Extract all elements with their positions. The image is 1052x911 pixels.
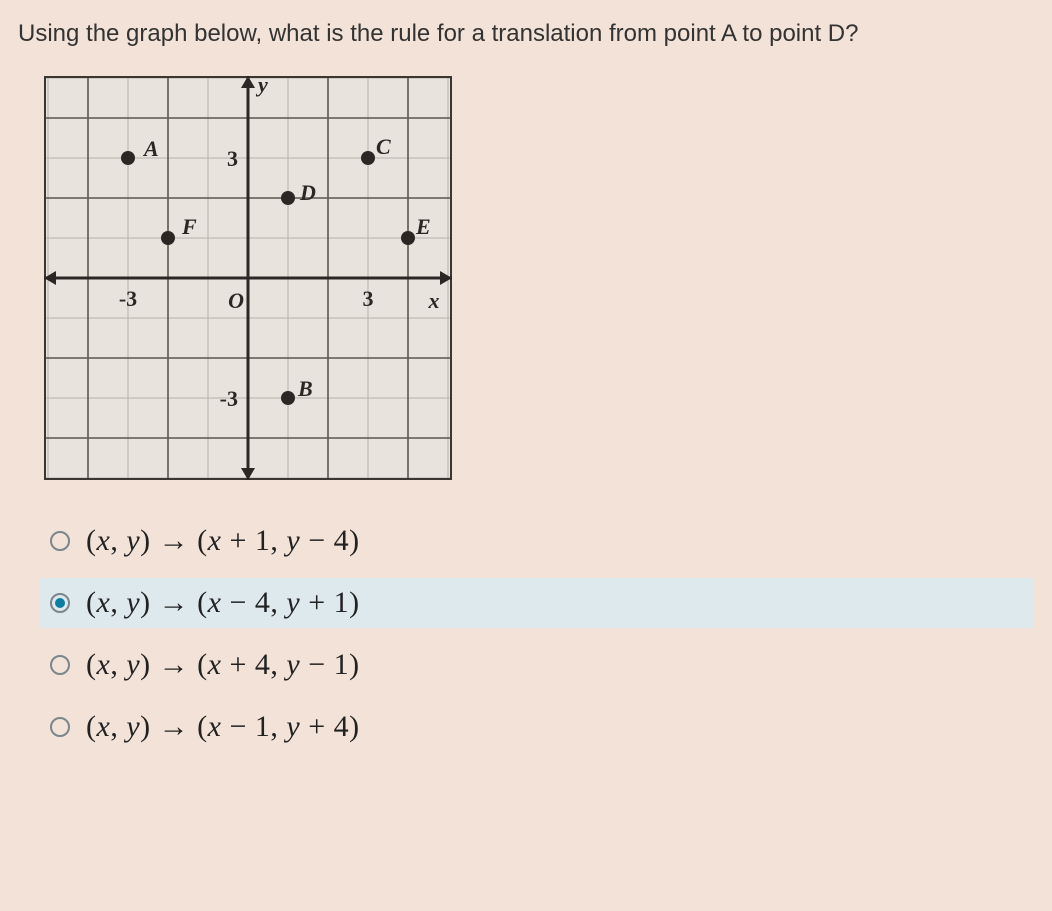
radio-opt4[interactable]	[50, 717, 70, 737]
radio-opt2[interactable]	[50, 593, 70, 613]
svg-text:E: E	[415, 214, 431, 239]
answer-options: (x, y) → (x + 1, y − 4) (x, y) → (x − 4, …	[40, 516, 1034, 752]
option-text-opt4: (x, y) → (x − 1, y + 4)	[86, 710, 360, 744]
radio-opt3[interactable]	[50, 655, 70, 675]
option-opt4[interactable]: (x, y) → (x − 1, y + 4)	[40, 702, 1034, 752]
svg-text:A: A	[142, 136, 159, 161]
svg-text:C: C	[376, 134, 391, 159]
svg-text:B: B	[297, 376, 313, 401]
option-text-opt1: (x, y) → (x + 1, y − 4)	[86, 524, 360, 558]
option-text-opt3: (x, y) → (x + 4, y − 1)	[86, 648, 360, 682]
svg-text:O: O	[228, 288, 244, 313]
svg-text:3: 3	[363, 286, 374, 311]
svg-text:-3: -3	[220, 386, 238, 411]
option-opt3[interactable]: (x, y) → (x + 4, y − 1)	[40, 640, 1034, 690]
option-text-opt2: (x, y) → (x − 4, y + 1)	[86, 586, 360, 620]
radio-opt1[interactable]	[50, 531, 70, 551]
svg-text:-3: -3	[119, 286, 137, 311]
graph-figure: yxO-333-3ACDFEB	[44, 76, 1034, 480]
svg-text:D: D	[299, 180, 316, 205]
question-text: Using the graph below, what is the rule …	[18, 20, 1034, 48]
coordinate-graph: yxO-333-3ACDFEB	[44, 76, 452, 480]
svg-text:x: x	[428, 288, 440, 313]
svg-text:F: F	[181, 214, 197, 239]
option-opt1[interactable]: (x, y) → (x + 1, y − 4)	[40, 516, 1034, 566]
svg-text:3: 3	[227, 146, 238, 171]
option-opt2[interactable]: (x, y) → (x − 4, y + 1)	[40, 578, 1034, 628]
